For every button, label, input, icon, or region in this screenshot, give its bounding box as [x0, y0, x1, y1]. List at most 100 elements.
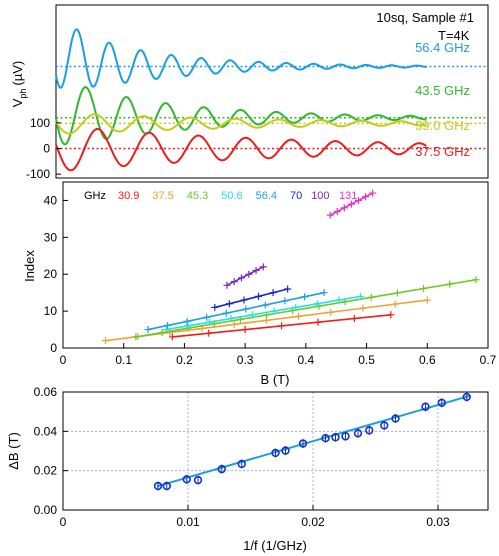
middle-point — [292, 303, 300, 311]
middle-xlabel: B (T) — [261, 372, 290, 387]
middle-point — [205, 318, 213, 326]
middle-point — [314, 318, 322, 326]
middle-point — [238, 274, 245, 282]
top-ylabel-sub: ph — [18, 89, 28, 99]
middle-point — [391, 300, 399, 308]
middle-xtick-label: 0.4 — [298, 353, 315, 367]
top-ytick-label: 100 — [30, 116, 50, 130]
middle-point — [252, 267, 260, 275]
top-annotation-sample: 10sq, Sample #1 — [376, 10, 474, 25]
middle-point — [472, 276, 480, 284]
middle-point — [420, 285, 428, 293]
middle-series-line — [166, 295, 361, 331]
middle-point — [132, 333, 140, 341]
bottom-point — [380, 421, 389, 430]
top-series-label: 43.5 GHz — [415, 83, 470, 98]
middle-point — [350, 314, 358, 322]
middle-panel: 0 0.1 0.2 0.3 0.4 0.5 0.6 0.7 0 10 20 30 40 GHz 30.9 3… — [22, 181, 497, 387]
middle-point — [242, 305, 250, 313]
top-plot-frame — [55, 4, 489, 179]
middle-point — [227, 314, 235, 322]
top-curve — [55, 113, 427, 135]
middle-point — [269, 289, 277, 297]
middle-point — [162, 326, 170, 334]
middle-point — [102, 337, 109, 345]
middle-point — [301, 293, 309, 301]
middle-point — [284, 285, 292, 293]
top-ylabel-main: V — [10, 98, 25, 107]
middle-ytick-label: 0 — [50, 341, 57, 355]
middle-point — [211, 303, 219, 311]
middle-series-line — [214, 288, 288, 309]
middle-xtick-label: 0.3 — [237, 353, 254, 367]
bottom-points — [153, 392, 471, 491]
top-series-label: 39.0 GHz — [415, 118, 470, 133]
middle-point — [359, 304, 367, 312]
bottom-fit-line — [156, 394, 470, 488]
middle-point — [230, 278, 238, 286]
middle-point — [393, 289, 401, 297]
bottom-point — [298, 439, 308, 448]
middle-point — [367, 293, 375, 301]
middle-point — [230, 320, 238, 328]
middle-xtick-label: 0.5 — [358, 353, 375, 367]
bottom-xtick-label: 0 — [60, 515, 67, 529]
middle-point — [205, 329, 213, 337]
middle-xtick-label: 0.2 — [176, 353, 193, 367]
bottom-ytick-label: 0.02 — [34, 464, 58, 478]
middle-axes: 0 0.1 0.2 0.3 0.4 0.5 0.6 0.7 0 10 20 30 40 — [44, 193, 497, 367]
bottom-point — [162, 481, 171, 491]
bottom-point — [217, 464, 226, 474]
top-curves — [55, 28, 427, 172]
middle-point — [245, 270, 253, 278]
middle-series-line — [226, 266, 264, 287]
middle-point — [255, 292, 262, 300]
bottom-point — [341, 432, 350, 441]
middle-point — [326, 211, 334, 219]
top-curve — [55, 86, 427, 146]
bottom-point — [321, 434, 330, 443]
middle-legend-item: 45.3 — [187, 190, 208, 202]
bottom-xtick-label: 0.02 — [301, 515, 325, 529]
bottom-point — [391, 414, 400, 423]
middle-legend: GHz 30.9 37.5 45.3 50.6 56.4 70 100 131 — [84, 190, 357, 202]
top-curve — [55, 128, 427, 172]
middle-point — [144, 326, 152, 334]
bottom-plot-frame — [62, 391, 489, 511]
middle-legend-item: 56.4 — [256, 190, 277, 202]
middle-point — [446, 280, 454, 288]
bottom-point — [281, 446, 290, 455]
middle-point — [241, 326, 249, 334]
bottom-xlabel: 1/f (1/GHz) — [243, 538, 307, 553]
top-yticks: 100 0 -100 — [26, 116, 61, 181]
middle-legend-item: 70 — [290, 190, 302, 202]
middle-point — [261, 301, 269, 309]
middle-point — [225, 300, 233, 308]
bottom-point — [153, 481, 163, 491]
middle-point — [387, 311, 395, 319]
middle-point — [347, 200, 355, 208]
middle-series-line — [147, 291, 325, 331]
bottom-point — [421, 402, 430, 411]
middle-legend-item: 30.9 — [118, 190, 139, 202]
bottom-point — [462, 392, 471, 402]
middle-xtick-label: 0 — [60, 353, 67, 367]
top-ytick-label: -100 — [26, 167, 50, 181]
middle-ylabel: Index — [22, 250, 37, 282]
middle-legend-item: 131 — [339, 190, 357, 202]
bottom-point — [331, 433, 340, 442]
middle-point — [357, 292, 364, 300]
middle-legend-item: 50.6 — [221, 190, 242, 202]
top-ylabel: Vph (µV) — [10, 61, 28, 108]
bottom-point — [271, 448, 280, 458]
middle-point — [164, 321, 172, 329]
middle-point — [362, 193, 370, 201]
middle-point — [320, 289, 328, 297]
middle-point — [168, 333, 176, 341]
middle-point — [333, 208, 341, 216]
top-ytick-label: 0 — [43, 142, 50, 156]
middle-point — [313, 300, 321, 308]
middle-ytick-label: 30 — [44, 230, 58, 244]
middle-point — [278, 322, 286, 330]
bottom-point — [182, 475, 191, 484]
